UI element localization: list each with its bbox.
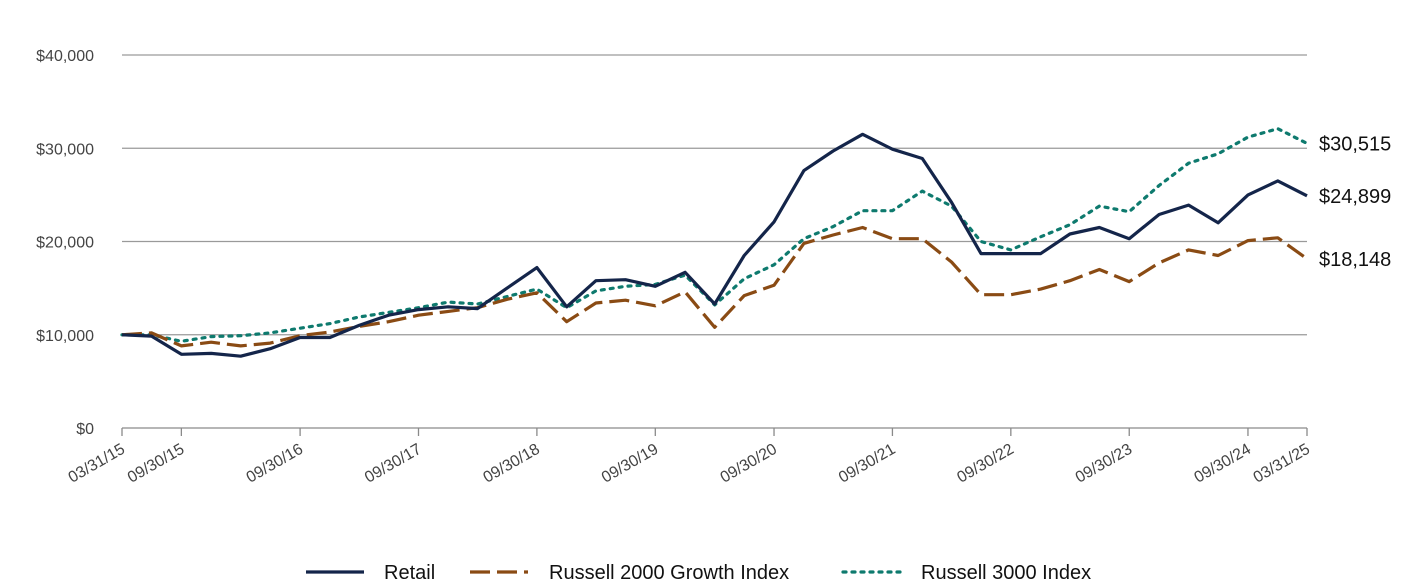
y-tick-label: $20,000 xyxy=(36,235,94,252)
end-value-label: $18,148 xyxy=(1319,249,1391,271)
y-tick-label: $0 xyxy=(76,421,94,438)
x-tick-label: 09/30/20 xyxy=(718,441,781,487)
series-line-1 xyxy=(121,225,1308,348)
x-tick-label: 09/30/15 xyxy=(125,441,188,487)
series-line-0 xyxy=(121,132,1308,358)
x-tick-label: 09/30/16 xyxy=(244,441,307,487)
y-gridlines xyxy=(122,54,1307,336)
y-tick-label: $10,000 xyxy=(36,328,94,345)
y-tick-label: $30,000 xyxy=(36,141,94,158)
x-tick-label: 09/30/21 xyxy=(836,441,899,487)
x-tick-label: 09/30/23 xyxy=(1073,441,1136,487)
x-tick-label: 09/30/17 xyxy=(362,441,425,487)
x-tick-label: 09/30/22 xyxy=(954,441,1017,487)
x-tick-label: 09/30/24 xyxy=(1192,441,1255,487)
legend-label: Retail xyxy=(384,562,435,584)
legend-label: Russell 2000 Growth Index xyxy=(549,562,789,584)
x-tick-label: 03/31/25 xyxy=(1251,441,1314,487)
x-tick-label: 09/30/18 xyxy=(480,441,543,487)
end-value-label: $24,899 xyxy=(1319,186,1391,208)
x-tick-label: 03/31/15 xyxy=(66,441,129,487)
series-line-2 xyxy=(120,127,1309,343)
x-tick-label: 09/30/19 xyxy=(599,441,662,487)
y-tick-label: $40,000 xyxy=(36,48,94,65)
end-value-label: $30,515 xyxy=(1319,133,1391,155)
legend-label: Russell 3000 Index xyxy=(921,562,1091,584)
